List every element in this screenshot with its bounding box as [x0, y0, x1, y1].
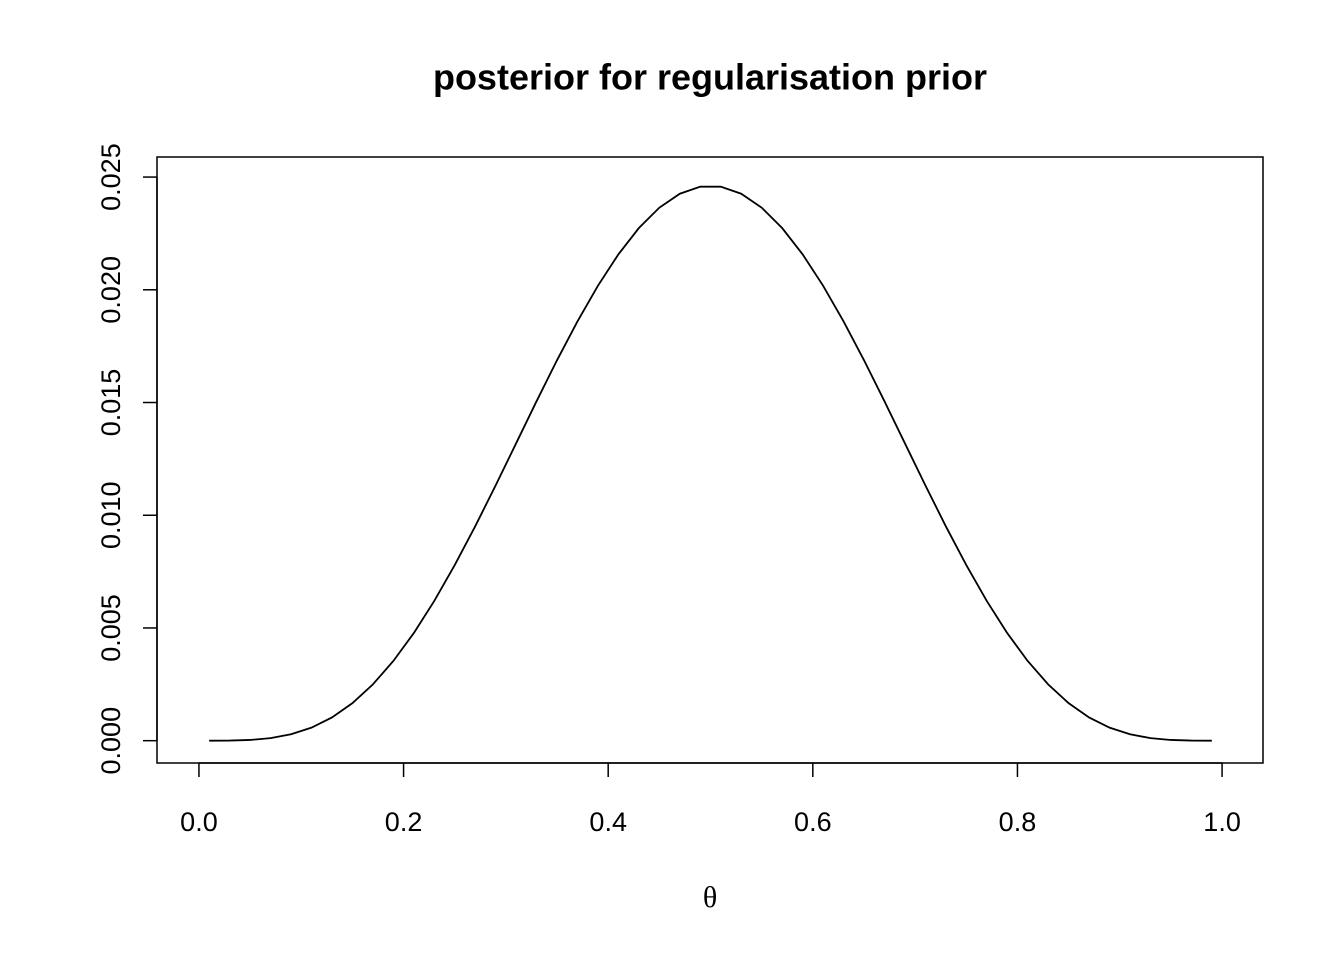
y-tick-label: 0.000: [96, 707, 126, 775]
chart-title: posterior for regularisation prior: [433, 57, 987, 98]
x-tick-label: 0.4: [589, 807, 627, 837]
x-tick-label: 0.8: [999, 807, 1037, 837]
y-tick-label: 0.010: [96, 481, 126, 549]
y-tick-label: 0.005: [96, 594, 126, 662]
y-tick-label: 0.025: [96, 143, 126, 211]
x-tick-label: 0.2: [385, 807, 423, 837]
x-tick-label: 0.6: [794, 807, 832, 837]
x-axis-label: θ: [703, 881, 717, 914]
x-tick-label: 0.0: [180, 807, 218, 837]
y-tick-label: 0.015: [96, 369, 126, 437]
x-tick-label: 1.0: [1203, 807, 1241, 837]
y-tick-label: 0.020: [96, 256, 126, 324]
curve: [209, 185, 1212, 742]
